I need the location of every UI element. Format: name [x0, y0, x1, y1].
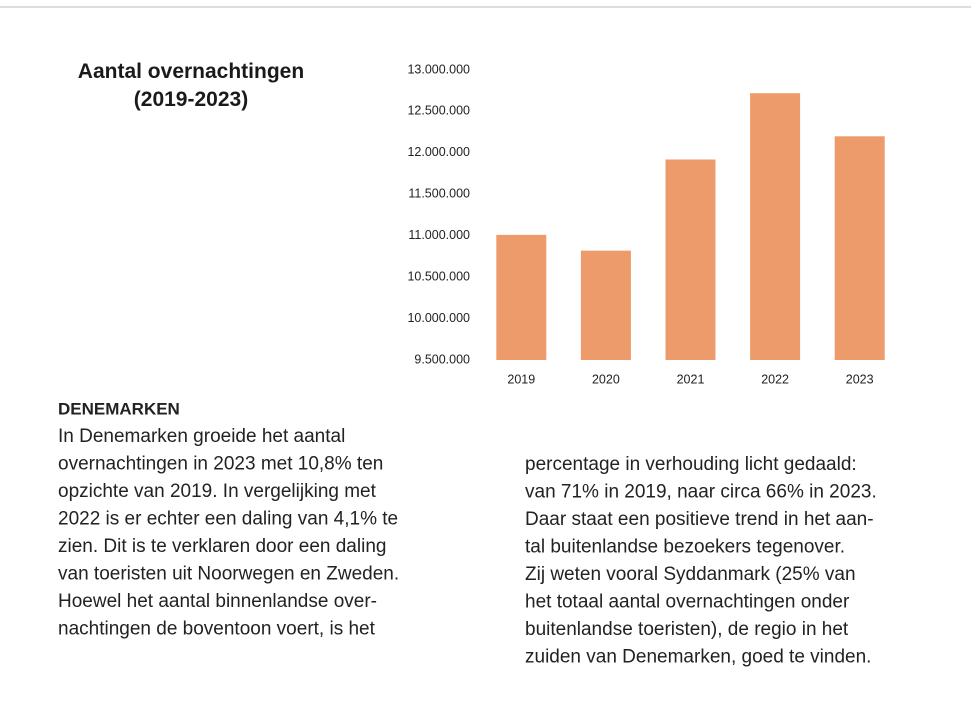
section-heading: DENEMARKEN — [58, 399, 180, 418]
body-line: zien. Dit is te verklaren door een dalin… — [58, 536, 386, 557]
x-tick-label: 2020 — [592, 372, 620, 386]
body-line: van toeristen uit Noorwegen en Zweden. — [58, 564, 399, 585]
x-tick-label: 2019 — [507, 372, 535, 386]
body-line: zuiden van Denemarken, goed te vinden. — [525, 647, 871, 668]
body-line: nachtingen de boventoon voert, is het — [58, 619, 376, 640]
y-tick-label: 13.000.000 — [407, 62, 470, 76]
x-tick-label: 2021 — [677, 372, 705, 386]
body-line: Daar staat een positieve trend in het aa… — [525, 509, 874, 530]
x-tick-label: 2023 — [846, 372, 874, 386]
bar — [665, 159, 716, 360]
body-line: tal buitenlandse bezoekers tegenover. — [525, 537, 845, 558]
y-tick-label: 10.500.000 — [407, 269, 470, 283]
y-tick-label: 11.000.000 — [408, 228, 470, 242]
body-line: Hoewel het aantal binnenlandse over- — [58, 591, 377, 612]
body-line: van 71% in 2019, naar circa 66% in 2023. — [525, 482, 877, 503]
bar — [834, 136, 885, 360]
y-tick-label: 12.500.000 — [407, 104, 470, 118]
y-tick-label: 11.500.000 — [408, 187, 470, 201]
chart-title: Aantal overnachtingen (2019-2023) — [77, 60, 305, 111]
body-line: In Denemarken groeide het aantal — [58, 426, 345, 447]
bar — [580, 250, 631, 360]
body-line: 2022 is er echter een daling van 4,1% te — [58, 509, 398, 530]
x-tick-label: 2022 — [761, 372, 789, 386]
body-line: opzichte van 2019. In vergelijking met — [58, 481, 377, 502]
body-line: percentage in verhouding licht gedaald: — [525, 454, 857, 475]
y-tick-label: 12.000.000 — [407, 145, 470, 159]
bar — [750, 93, 801, 360]
body-line: overnachtingen in 2023 met 10,8% ten — [58, 454, 383, 475]
body-line: het totaal aantal overnachtingen onder — [525, 592, 850, 613]
bar — [496, 234, 547, 360]
y-tick-label: 9.500.000 — [414, 352, 470, 366]
body-line: buitenlandse toeristen), de regio in het — [525, 619, 849, 640]
y-tick-label: 10.000.000 — [407, 311, 470, 325]
body-line: Zij weten vooral Syddanmark (25% van — [525, 564, 856, 585]
